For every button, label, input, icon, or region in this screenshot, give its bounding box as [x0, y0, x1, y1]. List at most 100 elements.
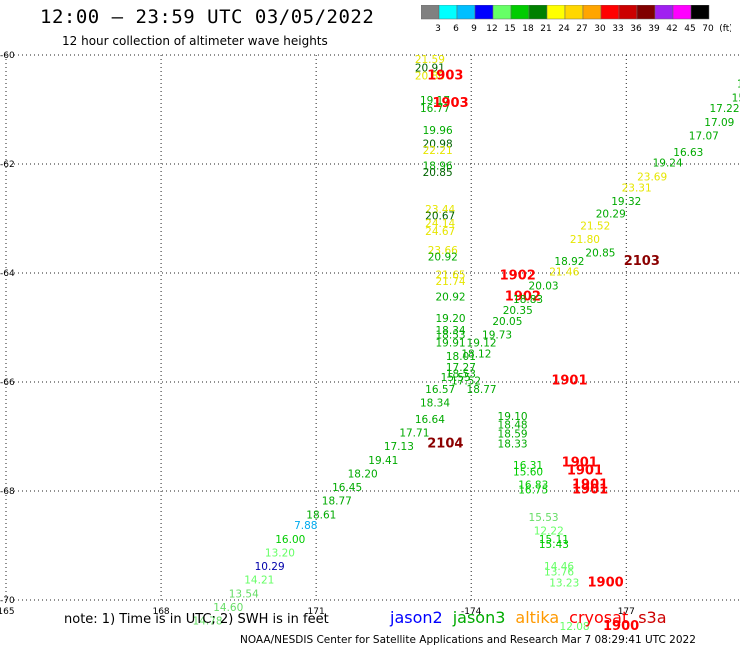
wave-height-label: 20.80 [415, 71, 445, 83]
wave-height-label: 20.29 [596, 208, 626, 220]
time-label: 2104 [427, 436, 463, 451]
scale-label: 30 [594, 24, 606, 34]
scale-swatch [672, 5, 692, 20]
chart-subtitle: 12 hour collection of altimeter wave hei… [62, 34, 328, 48]
scale-label: 3 [435, 24, 441, 34]
wave-height-label: 14.21 [244, 575, 274, 587]
wave-height-label: 19.20 [436, 313, 466, 325]
scale-label: 18 [522, 24, 534, 34]
wave-height-label: 13.23 [549, 577, 579, 589]
wave-height-label: 15.43 [539, 539, 569, 551]
wave-height-label: 16.77 [420, 103, 450, 115]
wave-height-label: 18.12 [461, 348, 491, 360]
wave-height-label: 19.24 [653, 158, 683, 170]
time-label: 2103 [624, 254, 660, 269]
y-tick-label: -68 [0, 487, 15, 497]
satellite-legend-item: jason2 [390, 608, 443, 627]
wave-height-label: 21.80 [570, 234, 600, 246]
wave-height-label: 17.71 [399, 428, 429, 440]
x-tick-label: -174 [461, 607, 482, 617]
wave-height-label: 13.54 [229, 588, 259, 600]
wave-height-label: 18.83 [513, 294, 543, 306]
time-label: 1901 [572, 483, 608, 498]
scale-swatch [546, 5, 566, 20]
wave-height-label: 16.63 [673, 147, 703, 159]
wave-height-label: 16.45 [332, 482, 362, 494]
scale-label: 27 [576, 24, 587, 34]
footer-note: note: 1) Time is in UTC; 2) SWH is in fe… [64, 612, 329, 627]
wave-height-label: 18.61 [306, 509, 336, 521]
wave-height-label: 7.88 [294, 520, 317, 532]
wave-height-label: 14.60 [213, 602, 243, 614]
wave-height-label: 20.98 [423, 139, 453, 151]
wave-height-label: 18.20 [348, 468, 378, 480]
wave-height-label: 12.08 [560, 621, 590, 633]
scale-swatch [600, 5, 620, 20]
wave-height-label: 19.73 [482, 329, 512, 341]
wave-height-label: 22.21 [423, 145, 453, 157]
x-tick-label: 168 [152, 607, 169, 617]
wave-height-label: 20.85 [585, 248, 615, 260]
y-tick-label: -70 [0, 596, 15, 606]
wave-height-label: 16.00 [275, 534, 305, 546]
footer-credit: NOAA/NESDIS Center for Satellite Applica… [240, 634, 696, 646]
wave-height-label: 23.44 [425, 204, 455, 216]
wave-height-label: 21.46 [549, 267, 579, 279]
wave-height-label: 20.67 [425, 211, 455, 223]
wave-height-label: 19.91 [436, 338, 466, 350]
time-label: 1902 [500, 269, 536, 284]
wave-height-label: 14.78 [193, 616, 223, 628]
wave-height-label: 24.67 [425, 226, 455, 238]
wave-height-label: 17.27 [446, 362, 476, 374]
scale-swatch [618, 5, 638, 20]
time-label: 1903 [432, 96, 468, 111]
wave-height-label: 24.14 [425, 218, 455, 230]
scale-label: 24 [558, 24, 570, 34]
y-tick-label: -64 [0, 269, 15, 279]
wave-height-label: 18.96 [423, 160, 453, 172]
wave-height-label: 15. [732, 92, 740, 104]
scale-swatch [654, 5, 674, 20]
y-tick-label: -60 [0, 51, 15, 61]
time-label: 1902 [505, 289, 541, 304]
scale-label: 33 [612, 24, 623, 34]
scale-swatch [474, 5, 494, 20]
scale-swatch [528, 5, 548, 20]
wave-height-label: 19.32 [611, 196, 641, 208]
wave-height-label: 18.77 [467, 384, 497, 396]
wave-height-label: 23.66 [428, 245, 458, 257]
wave-height-label: 12.22 [534, 526, 564, 538]
wave-height-label: 21.59 [415, 54, 445, 66]
wave-height-label: 21.52 [580, 220, 610, 232]
wave-height-label: 13.20 [265, 547, 295, 559]
wave-height-label: 19.41 [368, 455, 398, 467]
wave-height-label: 17.52 [451, 376, 481, 388]
wave-height-label: 20.92 [436, 291, 466, 303]
time-label: 1901 [567, 464, 603, 479]
wave-height-label: 15.55 [441, 372, 471, 384]
wave-height-label: 16.57 [425, 384, 455, 396]
wave-height-label: 18.77 [322, 496, 352, 508]
wave-height-label: 13.76 [544, 566, 574, 578]
y-tick-label: -66 [0, 378, 15, 388]
scale-swatch [636, 5, 656, 20]
wave-height-label: 23.69 [637, 171, 667, 183]
wave-height-label: 21.74 [436, 276, 466, 288]
wave-height-label: 19.96 [423, 125, 453, 137]
wave-height-label: 17.09 [704, 117, 734, 129]
y-tick-label: -62 [0, 160, 15, 170]
scale-swatch [421, 5, 440, 20]
wave-height-label: 20.03 [529, 280, 559, 292]
time-label: 1903 [427, 69, 463, 84]
scale-swatch [564, 5, 584, 20]
wave-height-label: 15.11 [539, 534, 569, 546]
wave-height-label: 14.46 [544, 561, 574, 573]
scale-label: 15 [504, 24, 515, 34]
wave-height-label: 18.59 [498, 429, 528, 441]
satellite-legend-item: s3a [638, 608, 667, 627]
wave-height-label: 10.29 [255, 561, 285, 573]
wave-height-label: 20.92 [428, 251, 458, 263]
scale-swatch [438, 5, 458, 20]
time-label: 1901 [551, 374, 587, 389]
